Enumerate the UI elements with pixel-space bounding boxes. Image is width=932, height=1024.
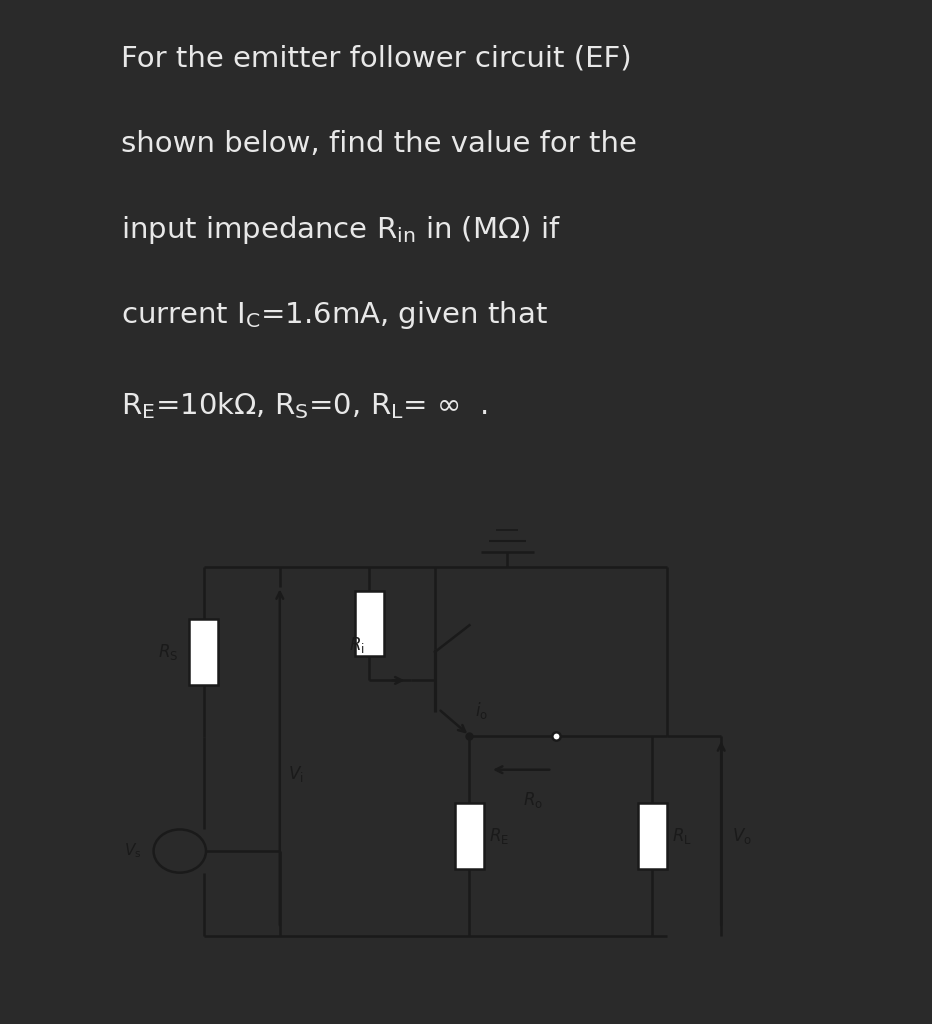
Text: input impedance R$_{\rm in}$ in (M$\Omega$) if: input impedance R$_{\rm in}$ in (M$\Omeg… bbox=[121, 214, 561, 246]
Text: R$_{\rm i}$: R$_{\rm i}$ bbox=[350, 635, 365, 655]
Text: V$_{\rm s}$: V$_{\rm s}$ bbox=[124, 842, 142, 860]
Bar bbox=[455, 803, 484, 868]
Text: R$_{\rm S}$: R$_{\rm S}$ bbox=[158, 642, 178, 662]
Text: R$_{\rm E}$=10k$\Omega$, R$_{\rm S}$=0, R$_{\rm L}$= $\infty$  .: R$_{\rm E}$=10k$\Omega$, R$_{\rm S}$=0, … bbox=[121, 390, 487, 421]
Bar bbox=[637, 803, 666, 868]
Text: R$_{\rm E}$: R$_{\rm E}$ bbox=[488, 826, 509, 846]
Text: R$_{\rm o}$: R$_{\rm o}$ bbox=[523, 790, 543, 810]
Text: For the emitter follower circuit (EF): For the emitter follower circuit (EF) bbox=[121, 45, 632, 73]
Text: current I$_{\rm C}$=1.6mA, given that: current I$_{\rm C}$=1.6mA, given that bbox=[121, 299, 548, 332]
Text: shown below, find the value for the: shown below, find the value for the bbox=[121, 130, 637, 158]
Text: i$_{\rm o}$: i$_{\rm o}$ bbox=[475, 700, 488, 721]
Bar bbox=[355, 591, 384, 656]
Text: V$_{\rm o}$: V$_{\rm o}$ bbox=[732, 826, 751, 846]
Text: R$_{\rm L}$: R$_{\rm L}$ bbox=[672, 826, 692, 846]
Text: V$_{\rm i}$: V$_{\rm i}$ bbox=[288, 764, 304, 784]
Bar bbox=[189, 620, 218, 685]
